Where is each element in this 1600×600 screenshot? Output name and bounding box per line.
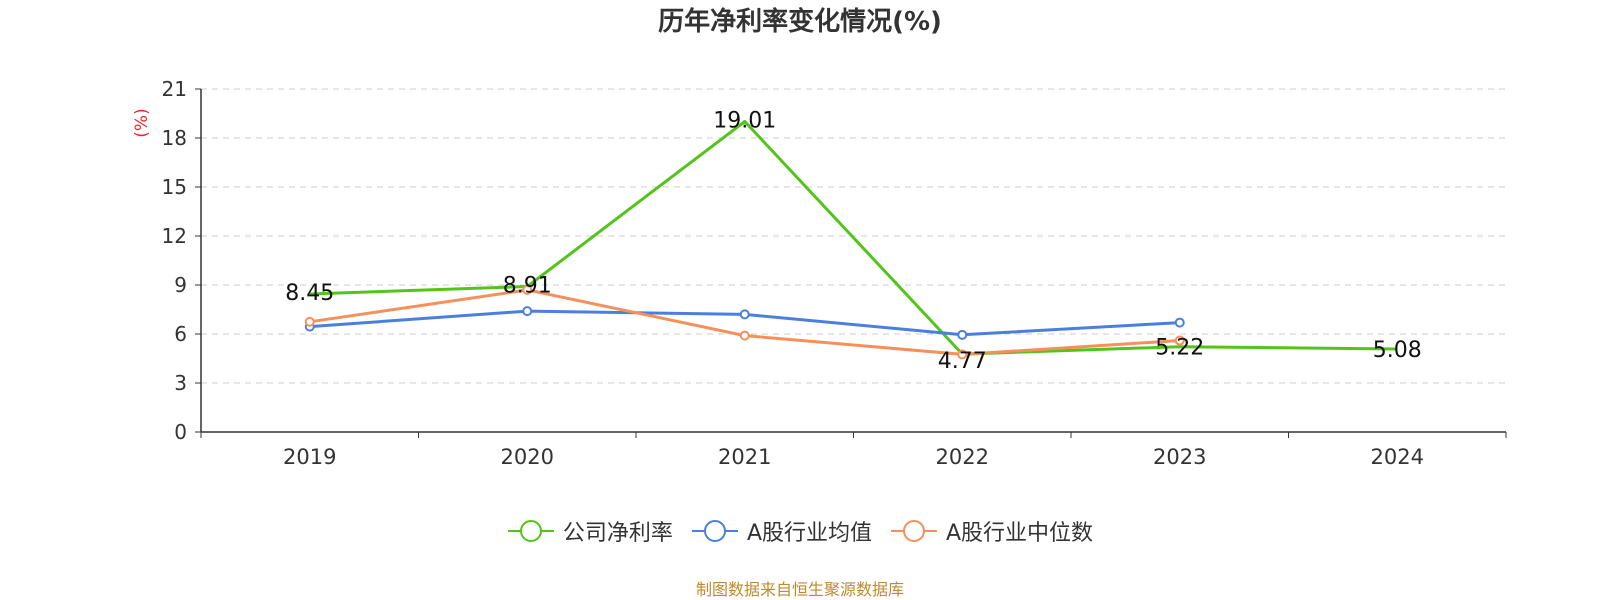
data-label: 5.22 (1155, 336, 1204, 361)
y-axis-label: (%) (132, 108, 152, 137)
legend-line-circle-icon (891, 520, 937, 542)
y-tick-label: 6 (174, 322, 187, 346)
data-label: 8.45 (285, 281, 334, 306)
x-tick-label: 2021 (718, 445, 771, 469)
data-point (739, 330, 750, 341)
legend-label: A股行业中位数 (946, 521, 1094, 546)
x-tick-label: 2020 (501, 445, 554, 469)
legend-line-circle-icon (507, 520, 554, 542)
x-tick-label: 2024 (1371, 445, 1424, 469)
y-tick-label: 12 (162, 224, 187, 248)
y-tick-label: 3 (174, 371, 187, 395)
x-tick-label: 2023 (1153, 445, 1206, 469)
y-tick-label: 15 (162, 175, 187, 199)
y-tick-label: 18 (162, 126, 187, 150)
chart-legend: 公司净利率 A股行业均值 A股行业中位数 (0, 515, 1600, 547)
data-point (957, 349, 968, 360)
data-point (957, 329, 968, 340)
data-point (1174, 335, 1185, 346)
data-labels: 8.45 8.91 19.01 4.77 5.22 5.08 (285, 109, 1421, 375)
x-tick-label: 2022 (936, 445, 989, 469)
data-label: 19.01 (713, 109, 776, 134)
data-label: 4.77 (938, 349, 987, 374)
data-label: 8.91 (503, 273, 552, 298)
y-tick-label: 9 (174, 273, 187, 297)
series-line (309, 120, 1398, 356)
axes: 0 3 6 9 12 15 18 21 2019 2020 2021 2022 2023 2024 (%) (132, 77, 1507, 469)
data-point (522, 284, 533, 295)
chart-title: 历年净利率变化情况(%) (658, 7, 942, 37)
x-tick-label: 2019 (283, 445, 336, 469)
legend-item[interactable]: A股行业均值 (691, 515, 872, 547)
data-point (739, 309, 750, 320)
legend-label: A股行业均值 (746, 521, 872, 546)
data-point (1174, 317, 1185, 328)
series-lines (304, 120, 1398, 360)
legend-item[interactable]: 公司净利率 (507, 515, 673, 547)
y-tick-label: 21 (162, 77, 187, 101)
data-point (522, 306, 533, 317)
source-note: 制图数据来自恒生聚源数据库 (695, 580, 904, 599)
legend-label: 公司净利率 (562, 521, 673, 546)
data-label: 5.08 (1373, 338, 1422, 363)
legend-line-circle-icon (691, 520, 738, 542)
y-tick-label: 0 (174, 420, 187, 444)
legend-item[interactable]: A股行业中位数 (890, 515, 1093, 547)
series-line (309, 288, 1180, 356)
data-point (304, 316, 315, 327)
